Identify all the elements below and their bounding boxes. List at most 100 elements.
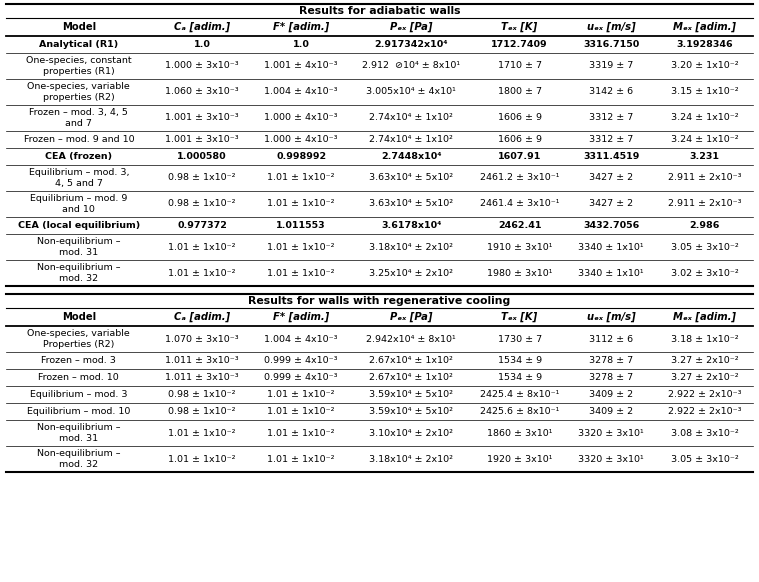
Text: 1.001 ± 3x10⁻³: 1.001 ± 3x10⁻³ <box>165 113 239 122</box>
Text: 3.18x10⁴ ± 2x10²: 3.18x10⁴ ± 2x10² <box>369 243 453 251</box>
Text: 1710 ± 7: 1710 ± 7 <box>498 62 542 70</box>
Text: 3.05 ± 3x10⁻²: 3.05 ± 3x10⁻² <box>670 455 739 463</box>
Text: 3319 ± 7: 3319 ± 7 <box>589 62 633 70</box>
Text: 3278 ± 7: 3278 ± 7 <box>589 356 633 365</box>
Text: One-species, variable
properties (R2): One-species, variable properties (R2) <box>27 82 131 102</box>
Text: 2461.2 ± 3x10⁻¹: 2461.2 ± 3x10⁻¹ <box>480 173 559 183</box>
Text: 2.922 ± 2x10⁻³: 2.922 ± 2x10⁻³ <box>668 407 742 416</box>
Text: 1.01 ± 1x10⁻²: 1.01 ± 1x10⁻² <box>267 200 335 208</box>
Text: 3.18x10⁴ ± 2x10²: 3.18x10⁴ ± 2x10² <box>369 455 453 463</box>
Text: 1.01 ± 1x10⁻²: 1.01 ± 1x10⁻² <box>267 428 335 438</box>
Text: 1607.91: 1607.91 <box>498 152 541 161</box>
Text: Tₑₓ [K]: Tₑₓ [K] <box>502 22 537 32</box>
Text: Model: Model <box>61 312 96 322</box>
Text: Tₑₓ [K]: Tₑₓ [K] <box>502 312 537 322</box>
Text: CEA (local equilibrium): CEA (local equilibrium) <box>17 221 140 230</box>
Text: 3432.7056: 3432.7056 <box>583 221 639 230</box>
Text: 1.01 ± 1x10⁻²: 1.01 ± 1x10⁻² <box>168 428 236 438</box>
Text: 2.67x10⁴ ± 1x10²: 2.67x10⁴ ± 1x10² <box>370 373 453 382</box>
Text: 2.942x10⁴ ± 8x10¹: 2.942x10⁴ ± 8x10¹ <box>367 335 456 343</box>
Text: 1.011 ± 3x10⁻³: 1.011 ± 3x10⁻³ <box>165 373 239 382</box>
Text: 1.01 ± 1x10⁻²: 1.01 ± 1x10⁻² <box>267 390 335 399</box>
Text: 1712.7409: 1712.7409 <box>491 40 548 49</box>
Text: 2.911 ± 2x10⁻³: 2.911 ± 2x10⁻³ <box>668 200 742 208</box>
Text: 2.917342x10⁴: 2.917342x10⁴ <box>374 40 448 49</box>
Text: Analytical (R1): Analytical (R1) <box>39 40 118 49</box>
Text: 2461.4 ± 3x10⁻¹: 2461.4 ± 3x10⁻¹ <box>480 200 559 208</box>
Text: 3.20 ± 1x10⁻²: 3.20 ± 1x10⁻² <box>671 62 739 70</box>
Text: 3.18 ± 1x10⁻²: 3.18 ± 1x10⁻² <box>671 335 739 343</box>
Text: 3409 ± 2: 3409 ± 2 <box>589 390 633 399</box>
Text: 3142 ± 6: 3142 ± 6 <box>589 87 633 97</box>
Text: 1.011 ± 3x10⁻³: 1.011 ± 3x10⁻³ <box>165 356 239 365</box>
Text: Frozen – mod. 3: Frozen – mod. 3 <box>42 356 116 365</box>
Text: 3.15 ± 1x10⁻²: 3.15 ± 1x10⁻² <box>671 87 739 97</box>
Text: 3.005x10⁴ ± 4x10¹: 3.005x10⁴ ± 4x10¹ <box>367 87 456 97</box>
Text: 1920 ± 3x10¹: 1920 ± 3x10¹ <box>487 455 553 463</box>
Text: 1.060 ± 3x10⁻³: 1.060 ± 3x10⁻³ <box>165 87 239 97</box>
Text: Non-equilibrium –
mod. 32: Non-equilibrium – mod. 32 <box>37 263 121 283</box>
Text: Equilibrium – mod. 10: Equilibrium – mod. 10 <box>27 407 131 416</box>
Text: One-species, constant
properties (R1): One-species, constant properties (R1) <box>26 56 131 76</box>
Text: 1860 ± 3x10¹: 1860 ± 3x10¹ <box>487 428 553 438</box>
Text: 1.01 ± 1x10⁻²: 1.01 ± 1x10⁻² <box>168 243 236 251</box>
Text: 3.24 ± 1x10⁻²: 3.24 ± 1x10⁻² <box>671 135 739 144</box>
Text: Pₑₓ [Pa]: Pₑₓ [Pa] <box>390 312 433 322</box>
Text: 3.02 ± 3x10⁻²: 3.02 ± 3x10⁻² <box>670 268 739 278</box>
Text: 1.01 ± 1x10⁻²: 1.01 ± 1x10⁻² <box>267 243 335 251</box>
Text: 1.01 ± 1x10⁻²: 1.01 ± 1x10⁻² <box>168 268 236 278</box>
Text: 3312 ± 7: 3312 ± 7 <box>589 113 633 122</box>
Text: 1.01 ± 1x10⁻²: 1.01 ± 1x10⁻² <box>267 407 335 416</box>
Text: 1.0: 1.0 <box>194 40 210 49</box>
Text: 2.986: 2.986 <box>689 221 720 230</box>
Text: Non-equilibrium –
mod. 31: Non-equilibrium – mod. 31 <box>37 237 121 257</box>
Text: 3340 ± 1x10¹: 3340 ± 1x10¹ <box>578 243 644 251</box>
Text: 1910 ± 3x10¹: 1910 ± 3x10¹ <box>487 243 553 251</box>
Text: 2425.6 ± 8x10⁻¹: 2425.6 ± 8x10⁻¹ <box>480 407 559 416</box>
Text: 1.01 ± 1x10⁻²: 1.01 ± 1x10⁻² <box>267 173 335 183</box>
Text: 1.000 ± 3x10⁻³: 1.000 ± 3x10⁻³ <box>165 62 239 70</box>
Text: Equilibrium – mod. 3: Equilibrium – mod. 3 <box>30 390 128 399</box>
Text: 3311.4519: 3311.4519 <box>583 152 639 161</box>
Text: 3409 ± 2: 3409 ± 2 <box>589 407 633 416</box>
Text: Mₑₓ [adim.]: Mₑₓ [adim.] <box>673 312 736 322</box>
Text: 1.004 ± 4x10⁻³: 1.004 ± 4x10⁻³ <box>264 87 338 97</box>
Text: 1980 ± 3x10¹: 1980 ± 3x10¹ <box>487 268 553 278</box>
Text: 2462.41: 2462.41 <box>498 221 541 230</box>
Text: 3427 ± 2: 3427 ± 2 <box>589 173 633 183</box>
Text: 1.000 ± 4x10⁻³: 1.000 ± 4x10⁻³ <box>264 113 338 122</box>
Text: 1.011553: 1.011553 <box>276 221 326 230</box>
Text: CEA (frozen): CEA (frozen) <box>46 152 112 161</box>
Text: 3312 ± 7: 3312 ± 7 <box>589 135 633 144</box>
Text: 2.74x10⁴ ± 1x10²: 2.74x10⁴ ± 1x10² <box>370 113 453 122</box>
Text: 1.001 ± 3x10⁻³: 1.001 ± 3x10⁻³ <box>165 135 239 144</box>
Text: 2425.4 ± 8x10⁻¹: 2425.4 ± 8x10⁻¹ <box>480 390 559 399</box>
Text: Non-equilibrium –
mod. 32: Non-equilibrium – mod. 32 <box>37 449 121 469</box>
Text: 1534 ± 9: 1534 ± 9 <box>497 356 542 365</box>
Text: 2.912  ⊘10⁴ ± 8x10¹: 2.912 ⊘10⁴ ± 8x10¹ <box>362 62 460 70</box>
Text: Cₐ [adim.]: Cₐ [adim.] <box>174 312 230 322</box>
Text: Frozen – mod. 3, 4, 5
and 7: Frozen – mod. 3, 4, 5 and 7 <box>30 108 128 127</box>
Text: 2.7448x10⁴: 2.7448x10⁴ <box>381 152 442 161</box>
Text: 3.08 ± 3x10⁻²: 3.08 ± 3x10⁻² <box>670 428 739 438</box>
Text: 1.01 ± 1x10⁻²: 1.01 ± 1x10⁻² <box>168 455 236 463</box>
Text: 2.922 ± 2x10⁻³: 2.922 ± 2x10⁻³ <box>668 390 742 399</box>
Text: 1.01 ± 1x10⁻²: 1.01 ± 1x10⁻² <box>267 268 335 278</box>
Text: 1.070 ± 3x10⁻³: 1.070 ± 3x10⁻³ <box>165 335 239 343</box>
Text: 0.999 ± 4x10⁻³: 0.999 ± 4x10⁻³ <box>264 356 338 365</box>
Text: uₑₓ [m/s]: uₑₓ [m/s] <box>587 312 635 322</box>
Text: 1800 ± 7: 1800 ± 7 <box>498 87 542 97</box>
Text: 0.998992: 0.998992 <box>276 152 326 161</box>
Text: 1606 ± 9: 1606 ± 9 <box>498 135 542 144</box>
Text: 3340 ± 1x10¹: 3340 ± 1x10¹ <box>578 268 644 278</box>
Text: 0.98 ± 1x10⁻²: 0.98 ± 1x10⁻² <box>168 390 236 399</box>
Text: 3.10x10⁴ ± 2x10²: 3.10x10⁴ ± 2x10² <box>369 428 453 438</box>
Text: 1.01 ± 1x10⁻²: 1.01 ± 1x10⁻² <box>267 455 335 463</box>
Text: Results for adiabatic walls: Results for adiabatic walls <box>299 6 460 16</box>
Text: 3.59x10⁴ ± 5x10²: 3.59x10⁴ ± 5x10² <box>369 390 453 399</box>
Text: 3.24 ± 1x10⁻²: 3.24 ± 1x10⁻² <box>671 113 739 122</box>
Text: 0.98 ± 1x10⁻²: 0.98 ± 1x10⁻² <box>168 407 236 416</box>
Text: 3.27 ± 2x10⁻²: 3.27 ± 2x10⁻² <box>671 373 739 382</box>
Text: 3.1928346: 3.1928346 <box>676 40 732 49</box>
Text: 3.05 ± 3x10⁻²: 3.05 ± 3x10⁻² <box>670 243 739 251</box>
